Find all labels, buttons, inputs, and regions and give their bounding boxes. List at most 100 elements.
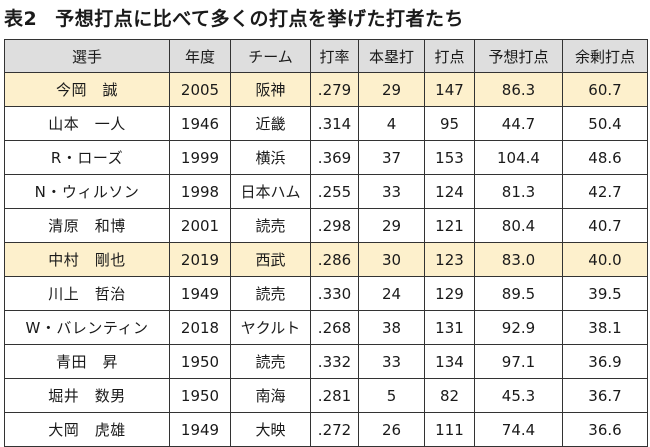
cell-home-runs: 38 [358,310,425,345]
cell-rbi: 129 [424,276,475,311]
cell-team: ヤクルト [230,310,311,345]
cell-home-runs: 37 [358,140,425,175]
cell-player-name: 堀井 数男 [4,378,170,413]
cell-rbi: 82 [424,378,475,413]
cell-rbi: 111 [424,412,475,447]
table-row: 山本 一人 1946 近畿 .314 4 95 44.7 50.4 [4,106,648,141]
cell-home-runs: 29 [358,72,425,107]
cell-predicted-rbi: 45.3 [474,378,563,413]
cell-rbi: 147 [424,72,475,107]
table-row: 大岡 虎雄 1949 大映 .272 26 111 74.4 36.6 [4,412,648,447]
cell-batting-average: .281 [310,378,359,413]
cell-player-name: R・ローズ [4,140,170,175]
cell-surplus-rbi: 36.9 [562,344,648,379]
cell-rbi: 134 [424,344,475,379]
cell-team: 読売 [230,344,311,379]
cell-surplus-rbi: 38.1 [562,310,648,345]
cell-team: 近畿 [230,106,311,141]
table-row: 今岡 誠 2005 阪神 .279 29 147 86.3 60.7 [4,72,648,107]
table-row: 青田 昇 1950 読売 .332 33 134 97.1 36.9 [4,344,648,379]
cell-surplus-rbi: 48.6 [562,140,648,175]
cell-player-name: 清原 和博 [4,208,170,243]
cell-predicted-rbi: 74.4 [474,412,563,447]
cell-home-runs: 30 [358,242,425,277]
cell-rbi: 153 [424,140,475,175]
cell-surplus-rbi: 36.7 [562,378,648,413]
header-row: 選手 年度 チーム 打率 本塁打 打点 予想打点 余剰打点 [4,39,648,73]
batters-table: 選手 年度 チーム 打率 本塁打 打点 予想打点 余剰打点 今岡 誠 2005 阪神… [4,39,648,447]
cell-player-name: W・バレンティン [4,310,170,345]
cell-team: 読売 [230,208,311,243]
cell-year: 1998 [169,174,231,209]
cell-home-runs: 33 [358,344,425,379]
cell-batting-average: .272 [310,412,359,447]
cell-year: 2019 [169,242,231,277]
cell-batting-average: .279 [310,72,359,107]
table-row: 清原 和博 2001 読売 .298 29 121 80.4 40.7 [4,208,648,243]
cell-batting-average: .255 [310,174,359,209]
cell-team: 日本ハム [230,174,311,209]
cell-predicted-rbi: 44.7 [474,106,563,141]
cell-surplus-rbi: 50.4 [562,106,648,141]
table-row: R・ローズ 1999 横浜 .369 37 153 104.4 48.6 [4,140,648,175]
header-predicted-rbi: 予想打点 [474,39,563,73]
cell-year: 1950 [169,378,231,413]
cell-rbi: 131 [424,310,475,345]
table-row: 中村 剛也 2019 西武 .286 30 123 83.0 40.0 [4,242,648,277]
cell-surplus-rbi: 60.7 [562,72,648,107]
cell-surplus-rbi: 40.0 [562,242,648,277]
cell-surplus-rbi: 40.7 [562,208,648,243]
cell-predicted-rbi: 80.4 [474,208,563,243]
cell-rbi: 95 [424,106,475,141]
cell-home-runs: 26 [358,412,425,447]
cell-player-name: 川上 哲治 [4,276,170,311]
cell-player-name: 青田 昇 [4,344,170,379]
cell-team: 西武 [230,242,311,277]
table-caption: 予想打点に比べて多くの打点を挙げた打者たち [55,8,464,30]
cell-home-runs: 4 [358,106,425,141]
cell-predicted-rbi: 86.3 [474,72,563,107]
cell-year: 1950 [169,344,231,379]
cell-home-runs: 24 [358,276,425,311]
table-row: N・ウィルソン 1998 日本ハム .255 33 124 81.3 42.7 [4,174,648,209]
cell-player-name: 中村 剛也 [4,242,170,277]
header-rbi: 打点 [424,39,475,73]
cell-player-name: 山本 一人 [4,106,170,141]
table-row: W・バレンティン 2018 ヤクルト .268 38 131 92.9 38.1 [4,310,648,345]
cell-team: 阪神 [230,72,311,107]
header-team: チーム [230,39,311,73]
header-player: 選手 [4,39,170,73]
table-number: 表2 [4,8,38,30]
cell-predicted-rbi: 89.5 [474,276,563,311]
cell-predicted-rbi: 97.1 [474,344,563,379]
cell-team: 横浜 [230,140,311,175]
cell-surplus-rbi: 36.6 [562,412,648,447]
table-title: 表2 予想打点に比べて多くの打点を挙げた打者たち [4,5,464,33]
cell-player-name: N・ウィルソン [4,174,170,209]
cell-batting-average: .314 [310,106,359,141]
cell-rbi: 123 [424,242,475,277]
cell-predicted-rbi: 104.4 [474,140,563,175]
cell-batting-average: .330 [310,276,359,311]
cell-batting-average: .332 [310,344,359,379]
header-surplus-rbi: 余剰打点 [562,39,648,73]
cell-year: 1949 [169,276,231,311]
cell-predicted-rbi: 83.0 [474,242,563,277]
cell-player-name: 今岡 誠 [4,72,170,107]
cell-rbi: 121 [424,208,475,243]
cell-batting-average: .298 [310,208,359,243]
table-row: 堀井 数男 1950 南海 .281 5 82 45.3 36.7 [4,378,648,413]
header-home-runs: 本塁打 [358,39,425,73]
cell-year: 1946 [169,106,231,141]
cell-team: 南海 [230,378,311,413]
cell-home-runs: 33 [358,174,425,209]
header-year: 年度 [169,39,231,73]
cell-batting-average: .369 [310,140,359,175]
cell-year: 2005 [169,72,231,107]
cell-year: 1999 [169,140,231,175]
cell-player-name: 大岡 虎雄 [4,412,170,447]
cell-surplus-rbi: 42.7 [562,174,648,209]
cell-team: 大映 [230,412,311,447]
cell-batting-average: .268 [310,310,359,345]
cell-home-runs: 5 [358,378,425,413]
